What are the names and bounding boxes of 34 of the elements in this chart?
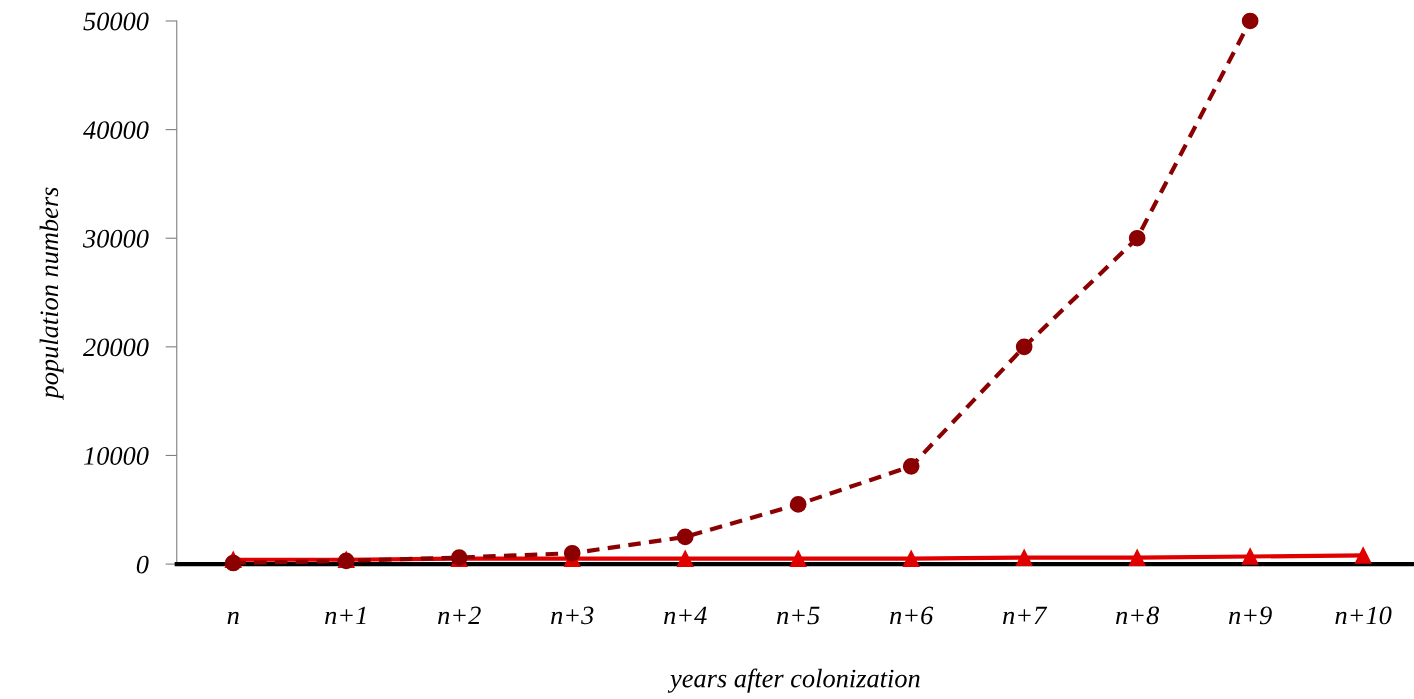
y-tick-label: 0 (136, 555, 149, 574)
point (1354, 547, 1372, 564)
point (789, 496, 807, 513)
point (902, 550, 920, 567)
y-tick-label: 20000 (83, 338, 149, 357)
x-tick-label: n+1 (325, 606, 366, 625)
point (902, 457, 920, 475)
point (1128, 229, 1146, 247)
y-tick-label: 10000 (83, 447, 149, 465)
y-tick-label: 30000 (82, 229, 149, 248)
y-tick-label: 40000 (83, 121, 149, 140)
point (563, 544, 581, 562)
x-tick-label: n+10 (1335, 606, 1392, 625)
point (1241, 12, 1259, 30)
point (1241, 548, 1259, 565)
x-tick-label: n+7 (1003, 606, 1048, 625)
point (1015, 549, 1033, 566)
x-tick-label: n+2 (438, 606, 481, 625)
point (1128, 549, 1146, 566)
x-axis-title: years after colonization (667, 668, 920, 693)
point (676, 528, 694, 546)
x-tick-label: n+3 (551, 606, 594, 625)
x-tick-label: n+6 (890, 606, 934, 625)
point (789, 550, 807, 567)
x-tick-label: n (227, 611, 239, 625)
x-tick-label: n+8 (1116, 606, 1159, 625)
y-axis-title: population numbers (39, 187, 64, 400)
point (676, 550, 694, 567)
x-tick-label: n+5 (777, 606, 820, 625)
x-tick-label: n+9 (1229, 606, 1272, 625)
y-tick-label: 50000 (83, 12, 149, 31)
x-tick-label: n+4 (664, 606, 707, 625)
point (1015, 338, 1033, 356)
point (224, 554, 242, 572)
